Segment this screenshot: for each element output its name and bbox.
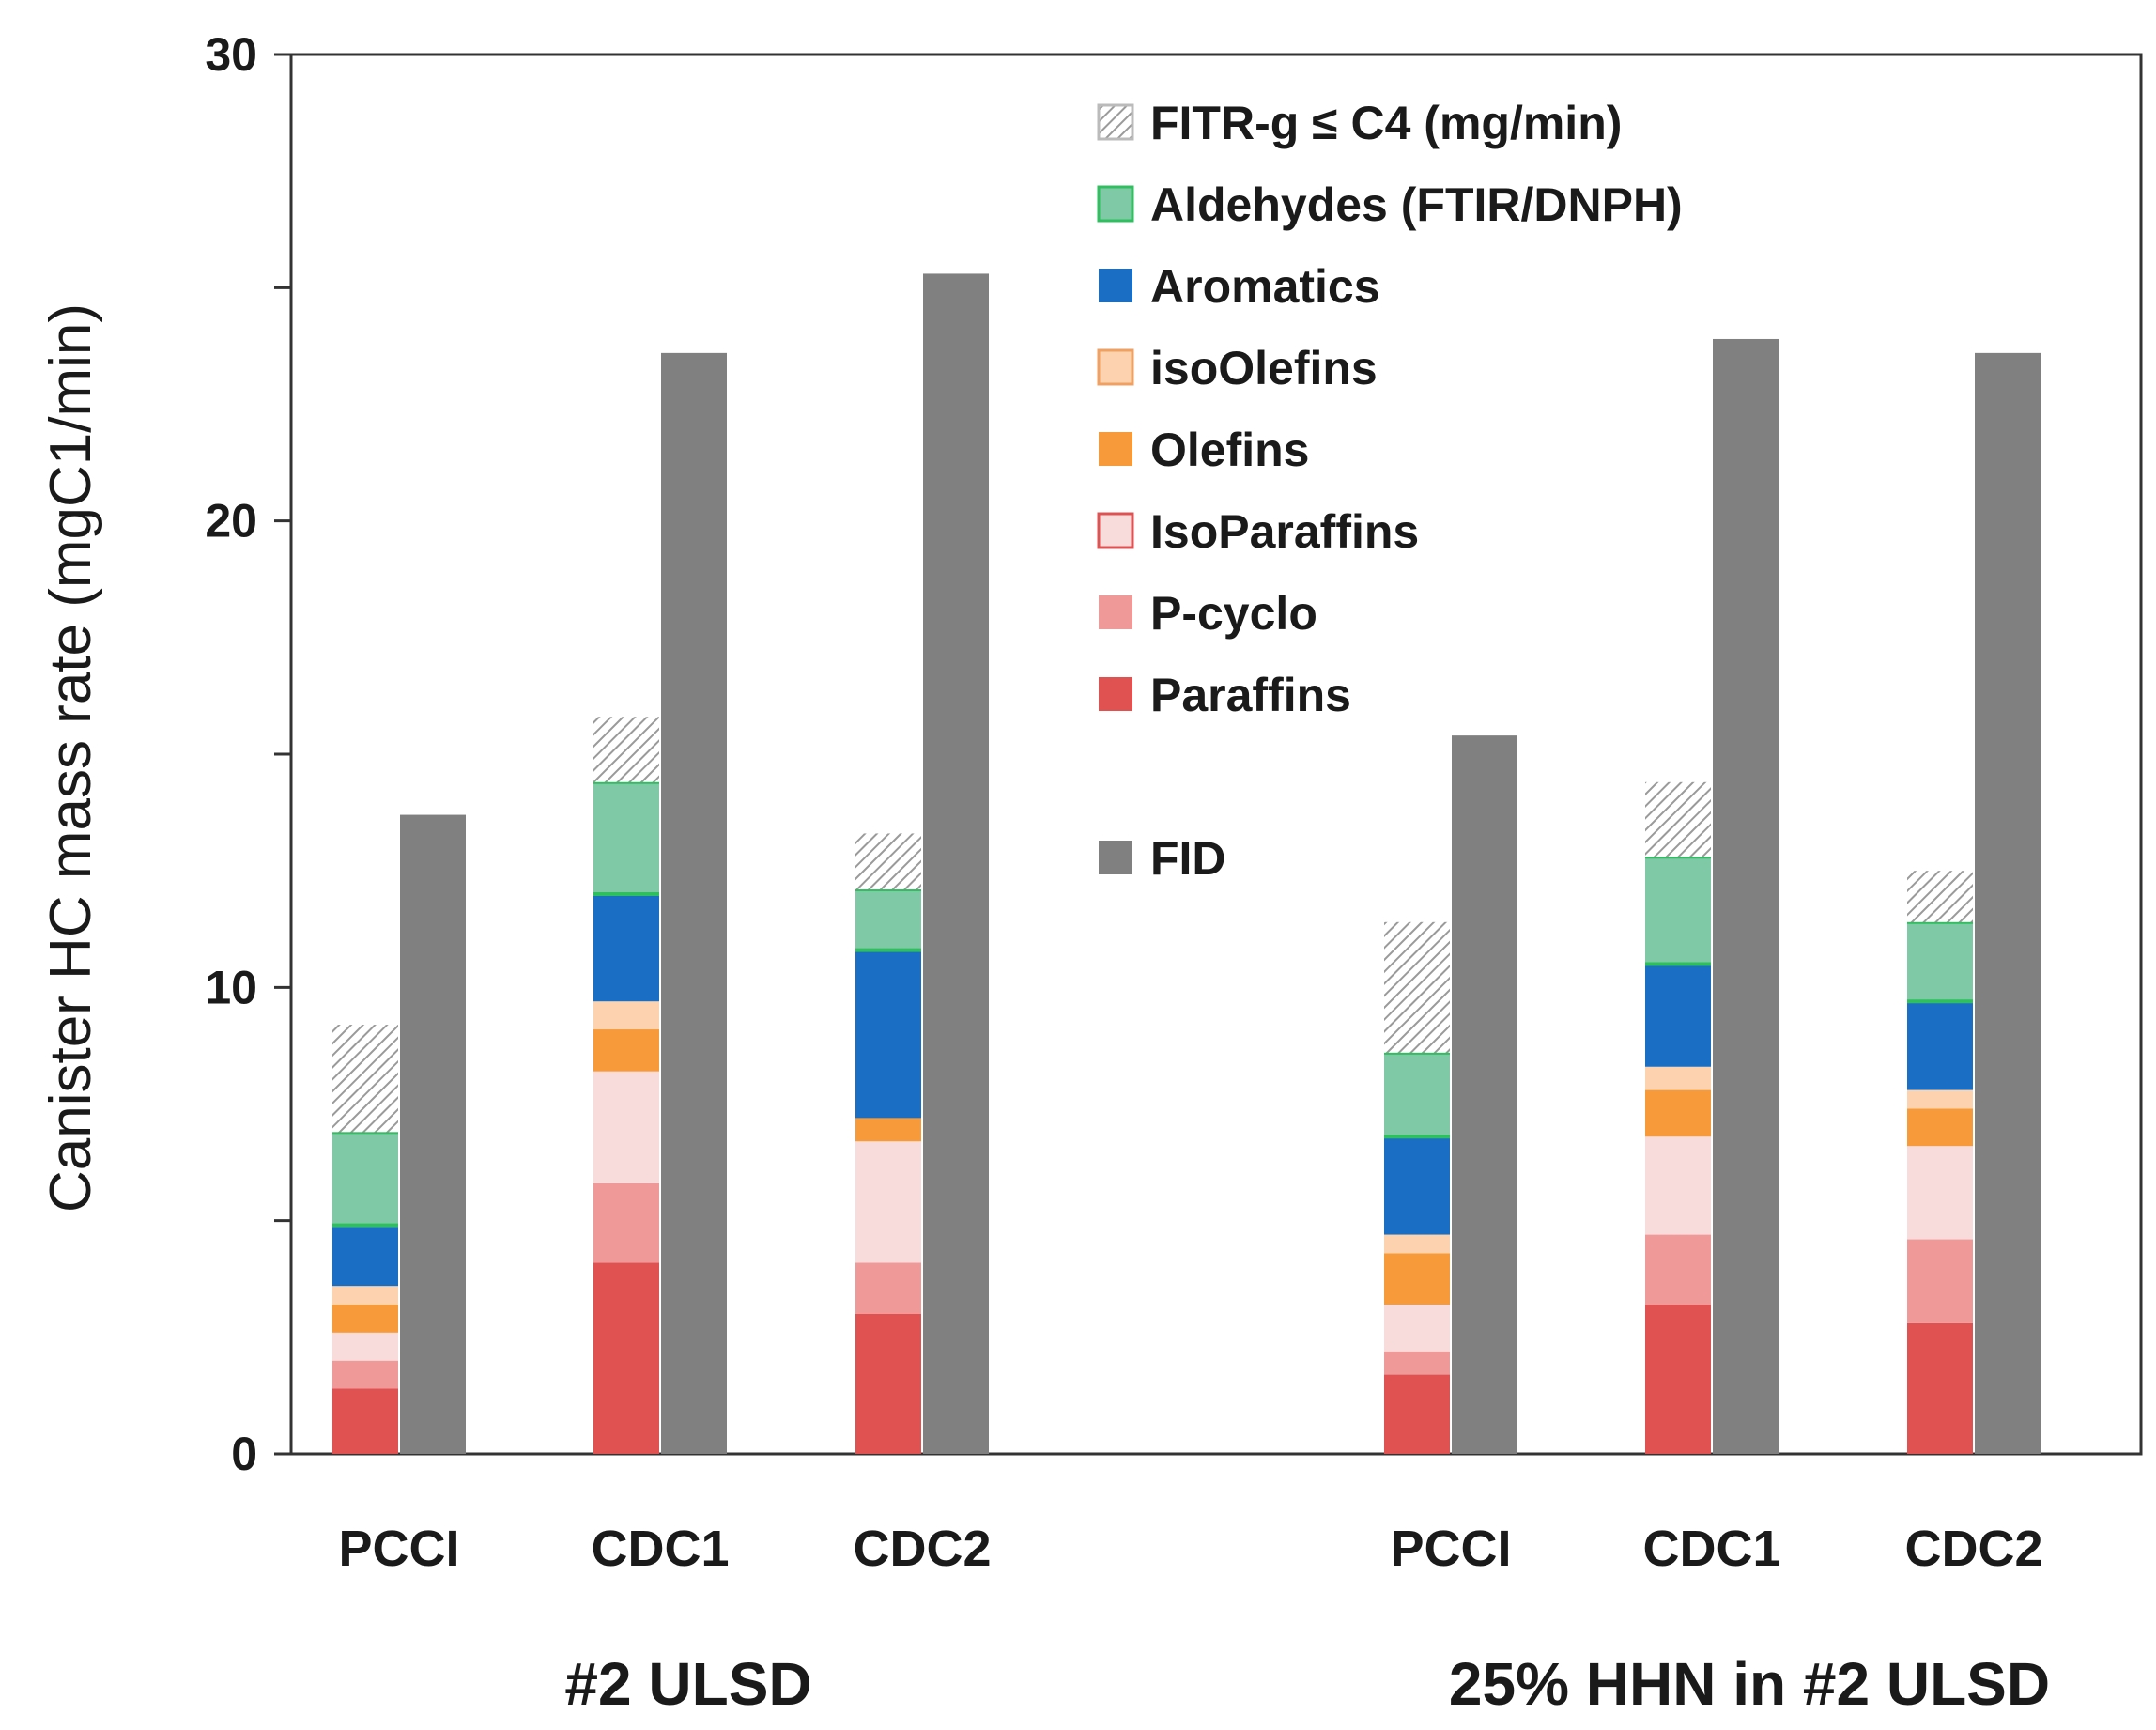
y-tick-label: 0	[231, 1428, 257, 1480]
bar-fid	[1452, 735, 1517, 1454]
legend-label: Aldehydes (FTIR/DNPH)	[1150, 178, 1683, 231]
bar-segment-fitr-g-c4-mg-min	[1384, 921, 1450, 1053]
legend-label: Olefins	[1150, 424, 1309, 476]
bar-fid	[1975, 352, 2040, 1454]
bar-segment-aromatics	[855, 950, 921, 1119]
legend-swatch	[1099, 432, 1132, 466]
bar-segment-isoparaffins	[332, 1332, 398, 1361]
bar-segment-isoolefins	[1907, 1089, 1973, 1109]
bar-segment-olefins	[1384, 1253, 1450, 1305]
bar-segment-isoparaffins	[1384, 1305, 1450, 1352]
legend-swatch	[1099, 269, 1132, 302]
legend-swatch	[1097, 103, 1134, 141]
bar-segment-paraffins	[1645, 1305, 1711, 1454]
bar-segment-olefins	[1907, 1108, 1973, 1147]
bar-segment-aldehydes-ftir-dnph	[1907, 921, 1973, 1002]
axes: 0 10 20 30 PCCI CDC1 CDC2 PCCI CDC1 CDC2 #2 ULSD 25…	[205, 28, 2050, 1718]
bar-segment-isoparaffins	[855, 1141, 921, 1263]
bars	[332, 273, 2040, 1454]
bar-segment-aromatics	[593, 894, 659, 1002]
bar-segment-paraffins	[855, 1314, 921, 1454]
bar-segment-aldehydes-ftir-dnph	[593, 781, 659, 894]
legend-label: isoOlefins	[1150, 342, 1378, 394]
bar-fid	[1713, 338, 1779, 1454]
x-tick-label: CDC1	[591, 1521, 729, 1577]
bar-segment-isoolefins	[593, 1001, 659, 1030]
legend-swatch	[1097, 185, 1134, 223]
y-tick-label: 30	[205, 28, 257, 81]
y-axis-label: Canister HC mass rate (mgC1/min)	[38, 303, 103, 1213]
bar-segment-isoolefins	[1645, 1066, 1711, 1090]
bar-segment-aromatics	[1907, 1001, 1973, 1090]
x-tick-label: CDC2	[1904, 1521, 2042, 1577]
legend-label: Paraffins	[1150, 669, 1351, 721]
legend-swatch	[1097, 512, 1134, 549]
bar-segment-fitr-g-c4-mg-min	[855, 833, 921, 890]
bar-segment-fitr-g-c4-mg-min	[593, 717, 659, 782]
legend-label: IsoParaffins	[1150, 505, 1419, 558]
bar-segment-olefins	[855, 1118, 921, 1142]
legend-label: FITR-g ≤ C4 (mg/min)	[1150, 97, 1622, 149]
bar-segment-paraffins	[1907, 1322, 1973, 1454]
bar-segment-isoparaffins	[1907, 1146, 1973, 1240]
bar-fid	[400, 814, 466, 1454]
bar-segment-paraffins	[1384, 1374, 1450, 1454]
bar-segment-olefins	[1645, 1089, 1711, 1137]
bar-segment-aldehydes-ftir-dnph	[855, 889, 921, 950]
bar-segment-isoolefins	[332, 1286, 398, 1305]
y-tick-label: 20	[205, 495, 257, 548]
legend-swatch	[1099, 595, 1132, 629]
bar-segment-olefins	[332, 1305, 398, 1333]
bar-fid	[923, 273, 989, 1454]
legend-swatch	[1099, 677, 1132, 711]
bar-segment-aromatics	[1645, 964, 1711, 1067]
bar-segment-isoolefins	[1384, 1234, 1450, 1254]
bar-segment-aldehydes-ftir-dnph	[1384, 1052, 1450, 1137]
legend-swatch	[1099, 841, 1132, 874]
x-tick-label: CDC2	[853, 1521, 991, 1577]
bar-segment-p-cyclo	[593, 1182, 659, 1263]
legend-label: P-cyclo	[1150, 587, 1317, 640]
bar-segment-paraffins	[332, 1388, 398, 1454]
bar-segment-p-cyclo	[855, 1262, 921, 1314]
bar-segment-p-cyclo	[1645, 1234, 1711, 1305]
bar-segment-p-cyclo	[1907, 1239, 1973, 1323]
bar-segment-p-cyclo	[1384, 1351, 1450, 1375]
bar-segment-p-cyclo	[332, 1360, 398, 1389]
y-tick-label: 10	[205, 961, 257, 1013]
bar-segment-fitr-g-c4-mg-min	[1907, 871, 1973, 922]
bar-segment-isoparaffins	[593, 1071, 659, 1183]
x-tick-label: CDC1	[1642, 1521, 1780, 1577]
legend-label: FID	[1150, 832, 1226, 885]
bar-segment-aldehydes-ftir-dnph	[332, 1132, 398, 1226]
bar-segment-fitr-g-c4-mg-min	[1645, 781, 1711, 857]
legend: FITR-g ≤ C4 (mg/min) Aldehydes (FTIR/DNPH…	[1097, 97, 1683, 885]
bar-segment-paraffins	[593, 1262, 659, 1454]
group-label: #2 ULSD	[564, 1650, 811, 1718]
group-label: 25% HHN in #2 ULSD	[1449, 1650, 2050, 1718]
legend-label: Aromatics	[1150, 260, 1380, 313]
x-tick-label: PCCI	[1390, 1521, 1511, 1577]
bar-segment-isoparaffins	[1645, 1136, 1711, 1235]
bar-fid	[661, 352, 727, 1454]
bar-segment-fitr-g-c4-mg-min	[332, 1025, 398, 1133]
legend-swatch	[1097, 348, 1134, 386]
bar-segment-olefins	[593, 1029, 659, 1072]
bar-segment-aldehydes-ftir-dnph	[1645, 857, 1711, 965]
x-tick-label: PCCI	[338, 1521, 459, 1577]
bar-segment-aromatics	[1384, 1136, 1450, 1235]
bar-segment-aromatics	[332, 1225, 398, 1287]
